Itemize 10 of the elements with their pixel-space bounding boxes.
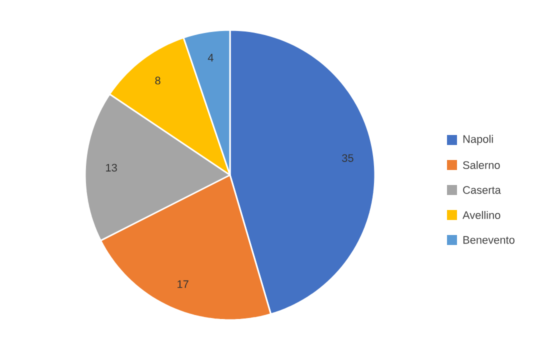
data-label: 13 bbox=[106, 164, 117, 172]
data-label: 4 bbox=[208, 54, 214, 62]
legend-label: Caserta bbox=[463, 186, 501, 194]
data-label: 8 bbox=[155, 76, 160, 84]
legend-label: Benevento bbox=[463, 236, 514, 244]
legend-label: Salerno bbox=[463, 160, 500, 170]
data-label: 17 bbox=[178, 280, 188, 288]
legend-label: Napoli bbox=[463, 134, 493, 146]
data-label: 35 bbox=[342, 154, 354, 162]
legend-label: Avellino bbox=[462, 210, 500, 220]
